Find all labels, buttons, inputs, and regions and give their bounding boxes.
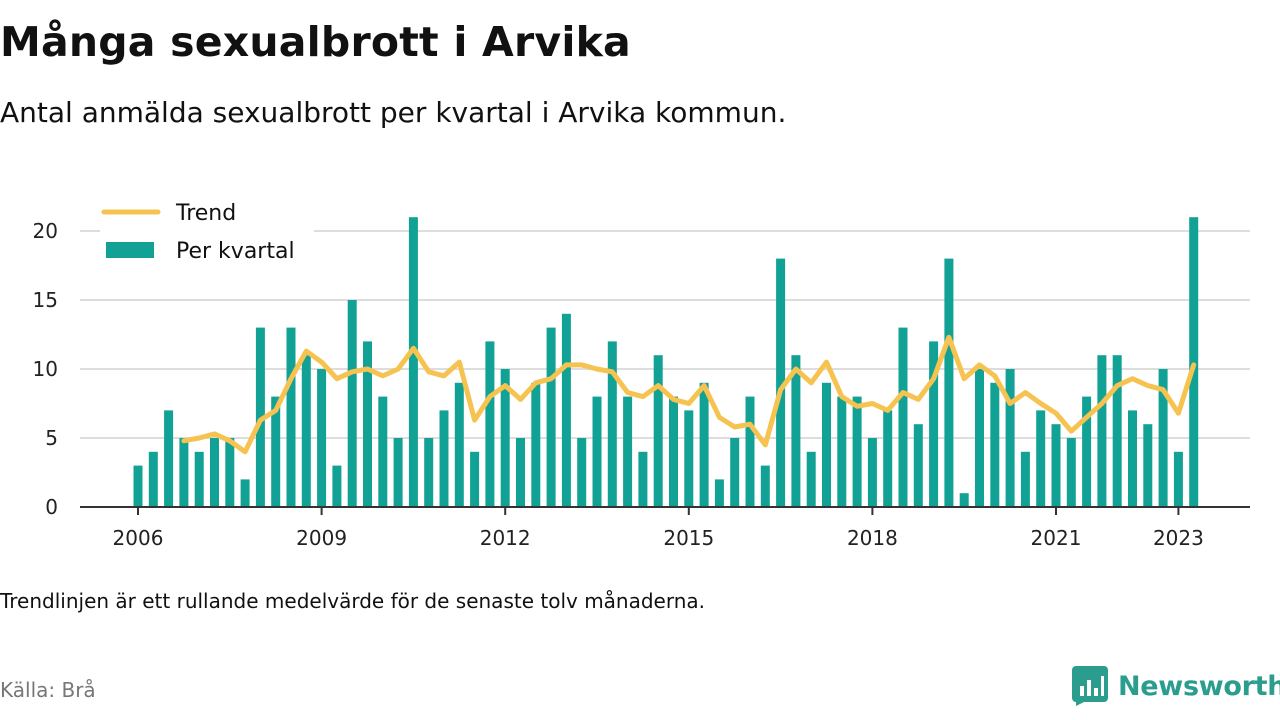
bar: [760, 465, 770, 507]
bar: [1128, 410, 1137, 507]
x-tick-label: 2023: [1153, 526, 1204, 550]
bar: [913, 424, 923, 507]
bar: [363, 341, 372, 507]
bar: [929, 341, 939, 507]
bar: [332, 465, 342, 507]
bar: [776, 258, 786, 507]
bar: [669, 396, 678, 507]
y-tick-label: 15: [33, 288, 58, 312]
bar: [133, 465, 143, 507]
bar: [607, 341, 617, 507]
bar: [883, 410, 893, 507]
bar: [271, 396, 281, 507]
bar: [1082, 396, 1092, 507]
bar: [1189, 217, 1199, 507]
bar: [990, 382, 1000, 507]
x-axis: 2006 2009 2012 2015 2018 2021 2023: [113, 507, 1204, 550]
brand-logo[interactable]: Newsworthy: [1072, 666, 1280, 706]
y-tick-label: 10: [33, 357, 58, 381]
trend-line: [181, 334, 1197, 455]
bar: [164, 410, 174, 507]
bar: [546, 327, 556, 507]
x-tick-label: 2009: [296, 526, 347, 550]
bar: [684, 410, 694, 507]
y-tick-label: 5: [45, 426, 58, 450]
bar: [959, 493, 969, 507]
x-tick-label: 2015: [663, 526, 714, 550]
x-tick-label: 2018: [847, 526, 898, 550]
x-tick-label: 2012: [480, 526, 531, 550]
bar: [714, 479, 724, 507]
bar: [852, 396, 862, 507]
legend-bar-label: Per kvartal: [176, 239, 295, 264]
bar: [225, 438, 235, 507]
bar: [148, 451, 158, 507]
bar: [470, 451, 480, 507]
y-tick-label: 0: [45, 495, 58, 519]
bar: [1051, 424, 1061, 507]
chart-subtitle: Antal anmälda sexualbrott per kvartal i …: [0, 96, 787, 129]
bar: [975, 369, 984, 507]
bar: [194, 451, 204, 507]
bar: [653, 355, 663, 507]
bar: [791, 355, 801, 507]
bar: [592, 396, 602, 507]
bar: [424, 438, 434, 507]
bar: [1097, 355, 1107, 507]
x-tick-label: 2021: [1031, 526, 1082, 550]
bar: [393, 438, 403, 507]
bar: [1005, 369, 1015, 507]
trend-series: [181, 334, 1197, 455]
bar: [638, 451, 648, 507]
bar: [347, 300, 357, 507]
bar: [317, 369, 327, 507]
bar: [745, 396, 755, 507]
bar: [730, 438, 740, 507]
bar: [485, 341, 495, 507]
legend-trend-label: Trend: [175, 201, 236, 226]
bar: [944, 258, 954, 507]
bar: [577, 438, 587, 507]
bar: [454, 382, 464, 507]
bar: [822, 382, 831, 507]
bar: [1020, 451, 1030, 507]
bar: [1158, 369, 1168, 507]
bar: [286, 327, 296, 507]
legend: Trend Per kvartal: [100, 190, 314, 268]
newsworthy-logo-icon: [1072, 666, 1108, 706]
y-tick-label: 20: [33, 219, 58, 243]
bar: [1173, 451, 1183, 507]
bar: [561, 313, 571, 507]
footnote: Trendlinjen är ett rullande medelvärde f…: [0, 589, 706, 613]
bar: [179, 438, 189, 507]
x-tick-label: 2006: [113, 526, 164, 550]
bar: [1036, 410, 1046, 507]
bar: [1066, 438, 1076, 507]
bar: [378, 396, 388, 507]
bar: [837, 396, 847, 507]
bar: [531, 382, 541, 507]
bar: [699, 382, 709, 507]
legend-bar-swatch: [106, 242, 154, 258]
bar: [867, 438, 877, 507]
brand-name: Newsworthy: [1118, 670, 1280, 702]
bar: [623, 396, 633, 507]
bar: [240, 479, 250, 507]
bar: [500, 369, 510, 507]
bar: [898, 327, 908, 507]
bar: [1112, 355, 1122, 507]
bar: [806, 451, 816, 507]
chart-area: 0 5 10 15 20 2006 2009 2012 2015 2018 2021 2023 Tr…: [33, 190, 1250, 550]
bar: [210, 438, 219, 507]
source-credit: Källa: Brå: [0, 678, 96, 702]
bar-series: [133, 217, 1199, 507]
chart-title: Många sexualbrott i Arvika: [0, 18, 631, 66]
bar: [301, 355, 311, 507]
bar: [1143, 424, 1153, 507]
bar: [408, 217, 418, 507]
bar: [516, 438, 525, 507]
bar: [439, 410, 449, 507]
y-axis: 0 5 10 15 20: [33, 219, 58, 519]
